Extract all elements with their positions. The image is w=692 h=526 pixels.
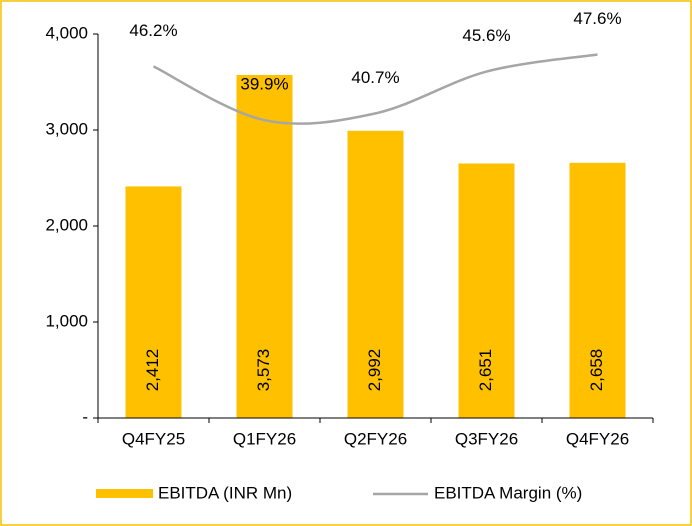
line-value-label: 46.2% [129,21,177,40]
legend-label: EBITDA Margin (%) [434,483,582,502]
bar [347,130,404,418]
x-tick-label: Q2FY26 [344,429,407,448]
x-tick-label: Q4FY26 [566,429,629,448]
bar-value-label: 2,651 [476,349,495,392]
bar [236,74,293,418]
bar-value-label: 2,992 [365,349,384,392]
bar-value-label: 2,658 [587,349,606,392]
bar [569,162,626,418]
y-tick-label: 3,000 [45,119,88,138]
line-value-label: 45.6% [462,26,510,45]
line-value-label: 47.6% [573,9,621,28]
x-tick-label: Q1FY26 [233,429,296,448]
bar [458,163,515,418]
bar-value-label: 3,573 [254,349,273,392]
line-value-label: 39.9% [240,75,288,94]
margin-line [152,53,598,125]
y-tick-label: 4,000 [45,23,88,42]
x-tick-label: Q3FY26 [455,429,518,448]
y-tick-label: 2,000 [45,215,88,234]
legend-label: EBITDA (INR Mn) [158,483,292,502]
line-value-label: 40.7% [351,68,399,87]
bar [125,186,182,418]
x-tick-label: Q4FY25 [122,429,185,448]
legend-swatch [96,489,153,498]
y-tick-label: 1,000 [45,311,88,330]
bar-value-label: 2,412 [143,349,162,392]
y-tick-label: - [82,407,88,426]
